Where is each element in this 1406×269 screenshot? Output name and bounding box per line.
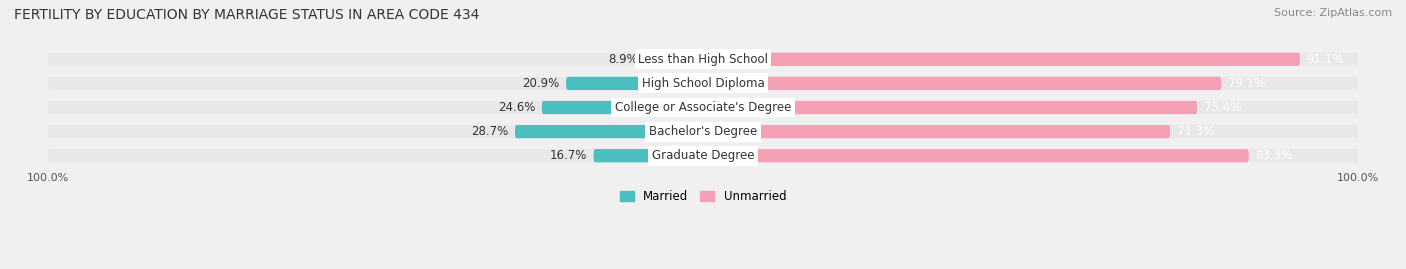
Text: Less than High School: Less than High School: [638, 53, 768, 66]
FancyBboxPatch shape: [703, 101, 1197, 114]
FancyBboxPatch shape: [48, 53, 1358, 66]
FancyBboxPatch shape: [593, 149, 703, 162]
Text: Bachelor's Degree: Bachelor's Degree: [650, 125, 756, 138]
FancyBboxPatch shape: [703, 53, 1301, 66]
Text: 75.4%: 75.4%: [1204, 101, 1241, 114]
Text: 91.1%: 91.1%: [1306, 53, 1344, 66]
Text: FERTILITY BY EDUCATION BY MARRIAGE STATUS IN AREA CODE 434: FERTILITY BY EDUCATION BY MARRIAGE STATU…: [14, 8, 479, 22]
FancyBboxPatch shape: [703, 125, 1170, 138]
FancyBboxPatch shape: [48, 101, 1358, 114]
Text: 20.9%: 20.9%: [522, 77, 560, 90]
Legend: Married, Unmarried: Married, Unmarried: [614, 185, 792, 208]
FancyBboxPatch shape: [703, 77, 1222, 90]
FancyBboxPatch shape: [541, 101, 703, 114]
FancyBboxPatch shape: [515, 125, 703, 138]
Text: 71.3%: 71.3%: [1177, 125, 1213, 138]
FancyBboxPatch shape: [703, 149, 1249, 162]
FancyBboxPatch shape: [48, 149, 1358, 162]
Text: 8.9%: 8.9%: [609, 53, 638, 66]
Text: 16.7%: 16.7%: [550, 149, 588, 162]
Text: Source: ZipAtlas.com: Source: ZipAtlas.com: [1274, 8, 1392, 18]
FancyBboxPatch shape: [567, 77, 703, 90]
FancyBboxPatch shape: [48, 77, 1358, 90]
Text: High School Diploma: High School Diploma: [641, 77, 765, 90]
FancyBboxPatch shape: [645, 53, 703, 66]
Text: 28.7%: 28.7%: [471, 125, 509, 138]
Text: 79.1%: 79.1%: [1227, 77, 1265, 90]
Text: Graduate Degree: Graduate Degree: [652, 149, 754, 162]
Text: 83.3%: 83.3%: [1256, 149, 1292, 162]
Text: College or Associate's Degree: College or Associate's Degree: [614, 101, 792, 114]
Text: 24.6%: 24.6%: [498, 101, 536, 114]
FancyBboxPatch shape: [48, 125, 1358, 138]
